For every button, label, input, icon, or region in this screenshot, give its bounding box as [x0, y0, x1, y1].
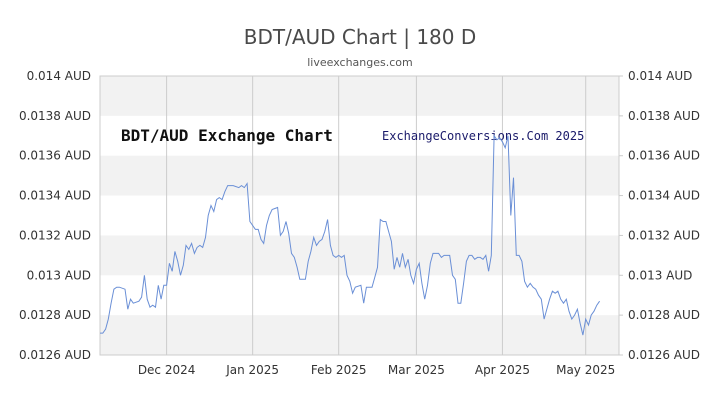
x-tick-label: Apr 2025: [475, 363, 530, 377]
plot-gridlines: [166, 76, 587, 355]
y-tick-label-right: 0.0138 AUD: [628, 109, 700, 123]
y-tick-label-left: 0.014 AUD: [27, 69, 91, 83]
x-tick-label: Feb 2025: [311, 363, 367, 377]
chart-title: BDT/AUD Chart | 180 D: [243, 25, 477, 49]
y-tick-label-right: 0.0134 AUD: [628, 189, 700, 203]
series-line: [100, 134, 601, 336]
overlay-credit: ExchangeConversions.Com 2025: [382, 129, 584, 143]
overlay-chart-title: BDT/AUD Exchange Chart: [121, 126, 333, 145]
x-axis: Dec 2024 Jan 2025 Feb 2025 Mar 2025 Apr 2025…: [138, 363, 615, 377]
y-tick-label-left: 0.0134 AUD: [19, 189, 91, 203]
plot-band: [100, 235, 619, 276]
y-tick-label-right: 0.0128 AUD: [628, 308, 700, 322]
x-tick-label: Jan 2025: [225, 363, 279, 377]
chart-source: liveexchanges.com: [307, 56, 413, 69]
y-axis-left: 0.0126 AUD 0.0128 AUD 0.013 AUD 0.0132 AUD 0…: [19, 69, 91, 362]
x-tick-label: Dec 2024: [138, 363, 196, 377]
y-tick-label-left: 0.0138 AUD: [19, 109, 91, 123]
y-axis-right: 0.0126 AUD 0.0128 AUD 0.013 AUD 0.0132 AUD 0…: [619, 69, 700, 362]
y-tick-label-left: 0.0128 AUD: [19, 308, 91, 322]
y-tick-label-left: 0.0132 AUD: [19, 228, 91, 242]
y-tick-label-right: 0.0136 AUD: [628, 149, 700, 163]
y-tick-label-right: 0.0126 AUD: [628, 348, 700, 362]
y-tick-label-left: 0.0136 AUD: [19, 149, 91, 163]
y-tick-label-right: 0.0132 AUD: [628, 228, 700, 242]
x-tick-label: Mar 2025: [388, 363, 445, 377]
plot-band: [100, 315, 619, 355]
plot-bands: [100, 76, 619, 355]
y-tick-label-left: 0.0126 AUD: [19, 348, 91, 362]
y-tick-label-right: 0.013 AUD: [628, 268, 692, 282]
plot-border: [99, 75, 620, 356]
plot-band: [100, 76, 619, 116]
y-tick-label-right: 0.014 AUD: [628, 69, 692, 83]
x-tick-label: May 2025: [556, 363, 615, 377]
y-tick-label-left: 0.013 AUD: [27, 268, 91, 282]
plot-band: [100, 155, 619, 196]
